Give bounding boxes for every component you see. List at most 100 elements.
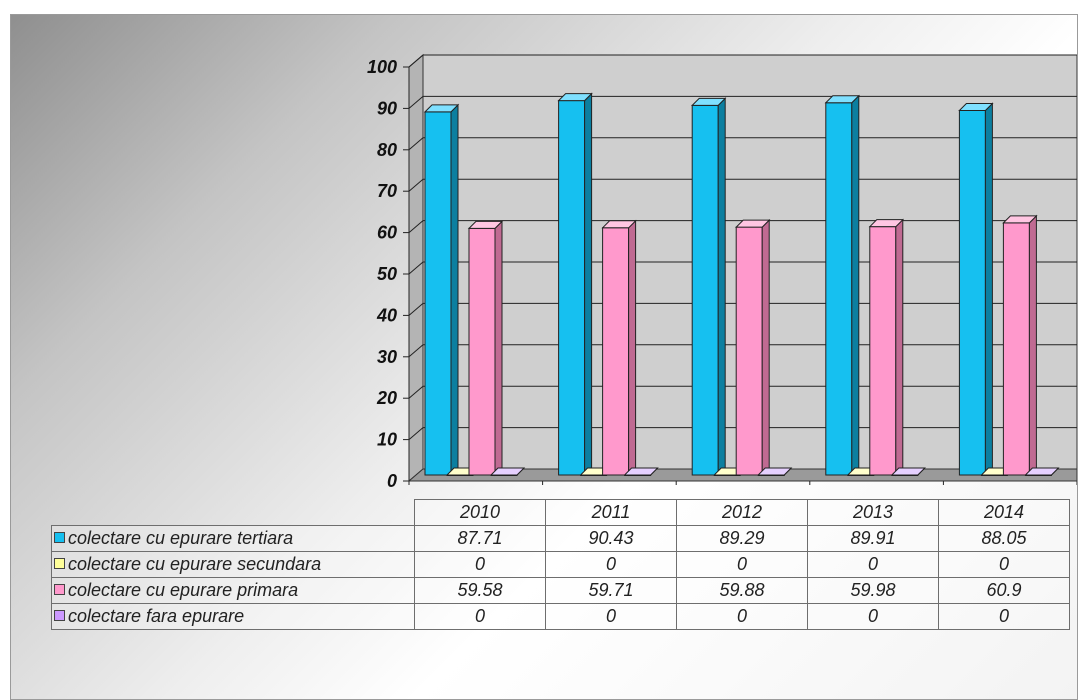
cell-primara-2011: 59.71 (545, 577, 677, 604)
bar-colectare-cu-epurare-tertiara-2011 (557, 92, 593, 477)
header-2013: 2013 (807, 499, 939, 526)
cell-primara-2010: 59.58 (414, 577, 546, 604)
y-tick-label: 100 (367, 57, 397, 77)
bar-front (735, 226, 763, 476)
bar-side (984, 102, 993, 477)
bar-side (717, 97, 726, 477)
bar-side (628, 219, 637, 477)
bar-colectare-fara-epurare-2012 (756, 467, 793, 476)
cell-fara-2013: 0 (807, 603, 939, 630)
bar-top (423, 104, 460, 113)
bar-top (467, 220, 504, 229)
cell-tertiara-2012: 89.29 (676, 525, 808, 552)
cell-secundara-2013: 0 (807, 551, 939, 578)
legend-key-tertiara (54, 532, 65, 543)
cell-fara-2011: 0 (545, 603, 677, 630)
bar-colectare-cu-epurare-primara-2011 (601, 219, 637, 477)
bar-front (691, 104, 719, 476)
bar-front (869, 226, 897, 476)
bar-side (450, 103, 459, 477)
bar-chart: 0 10 20 30 40 50 60 70 80 90 100 (367, 53, 1077, 491)
cell-secundara-2014: 0 (938, 551, 1070, 578)
bar-colectare-cu-epurare-primara-2010 (467, 220, 504, 477)
header-2010: 2010 (414, 499, 546, 526)
legend-label-fara: colectare fara epurare (68, 606, 245, 626)
bar-colectare-cu-epurare-tertiara-2014 (958, 102, 994, 477)
bar-top (623, 467, 659, 476)
bar-colectare-cu-epurare-primara-2014 (1002, 214, 1038, 477)
bar-colectare-fara-epurare-2013 (890, 467, 927, 476)
bar-top (756, 467, 793, 476)
y-tick-label: 80 (377, 140, 397, 160)
table-row-primara: colectare cu epurare primara 59.58 59.71… (51, 577, 1070, 604)
chart-frame: 0 10 20 30 40 50 60 70 80 90 100 2010 2011 2012 20… (10, 14, 1078, 700)
bar-top (1024, 467, 1060, 476)
bar-top (489, 467, 526, 476)
bar-top (690, 97, 727, 106)
gridline (408, 54, 1077, 68)
cell-fara-2014: 0 (938, 603, 1070, 630)
bar-colectare-fara-epurare-2014 (1024, 467, 1060, 476)
bar-top (601, 220, 637, 229)
bar-side (584, 92, 593, 477)
bar-front (602, 227, 630, 476)
y-tick-label: 20 (376, 388, 397, 408)
bar-front (1002, 222, 1030, 476)
header-2011: 2011 (545, 499, 677, 526)
bar-colectare-fara-epurare-2010 (489, 467, 526, 476)
bar-colectare-cu-epurare-tertiara-2012 (690, 97, 727, 477)
bar-top (868, 219, 905, 228)
legend-key-secundara (54, 558, 65, 569)
cell-tertiara-2011: 90.43 (545, 525, 677, 552)
cell-tertiara-2014: 88.05 (938, 525, 1070, 552)
table-row-secundara: colectare cu epurare secundara 0 0 0 0 0 (51, 551, 1070, 578)
data-table: 2010 2011 2012 2013 2014 colectare cu ep… (51, 499, 1070, 630)
y-tick-label: 40 (376, 305, 397, 325)
y-tick-label: 30 (377, 347, 397, 367)
table-row-fara: colectare fara epurare 0 0 0 0 0 (51, 603, 1070, 630)
bar-colectare-cu-epurare-primara-2012 (734, 218, 771, 477)
bar-colectare-cu-epurare-tertiara-2013 (824, 94, 861, 477)
y-tick-label: 50 (377, 264, 397, 284)
legend-key-fara (54, 610, 65, 621)
bar-side (1028, 214, 1037, 477)
cell-fara-2012: 0 (676, 603, 808, 630)
bar-top (734, 219, 771, 228)
bar-front (468, 227, 496, 476)
y-tick-label: 0 (387, 471, 397, 491)
y-tick-label: 10 (377, 430, 397, 450)
header-2012: 2012 (676, 499, 808, 526)
bar-top (557, 93, 593, 102)
legend-entry-secundara: colectare cu epurare secundara (51, 551, 415, 578)
cell-tertiara-2013: 89.91 (807, 525, 939, 552)
legend-label-primara: colectare cu epurare primara (68, 580, 299, 600)
bar-front (424, 111, 452, 476)
bar-top (958, 102, 994, 111)
y-tick-label: 60 (377, 223, 397, 243)
table-row-tertiara: colectare cu epurare tertiara 87.71 90.4… (51, 525, 1070, 552)
bar-side (851, 94, 860, 477)
legend-key-primara (54, 584, 65, 595)
legend-label-secundara: colectare cu epurare secundara (68, 554, 322, 574)
cell-secundara-2010: 0 (414, 551, 546, 578)
y-tick-label: 70 (377, 181, 397, 201)
cell-primara-2014: 60.9 (938, 577, 1070, 604)
legend-label-tertiara: colectare cu epurare tertiara (68, 528, 294, 548)
bar-side (494, 220, 503, 477)
cell-tertiara-2010: 87.71 (414, 525, 546, 552)
header-2014: 2014 (938, 499, 1070, 526)
bar-front (958, 109, 986, 476)
bar-top (1002, 215, 1038, 224)
cell-primara-2013: 59.98 (807, 577, 939, 604)
cell-primara-2012: 59.88 (676, 577, 808, 604)
cell-secundara-2012: 0 (676, 551, 808, 578)
bar-colectare-cu-epurare-primara-2013 (868, 218, 905, 477)
bar-front (825, 102, 853, 476)
y-tick-label: 90 (377, 98, 397, 118)
cell-fara-2010: 0 (414, 603, 546, 630)
bar-colectare-cu-epurare-tertiara-2010 (423, 103, 460, 477)
bar-colectare-fara-epurare-2011 (623, 467, 659, 476)
bar-front (558, 100, 586, 476)
table-header-row: 2010 2011 2012 2013 2014 (52, 499, 1070, 526)
bar-side (761, 218, 770, 477)
